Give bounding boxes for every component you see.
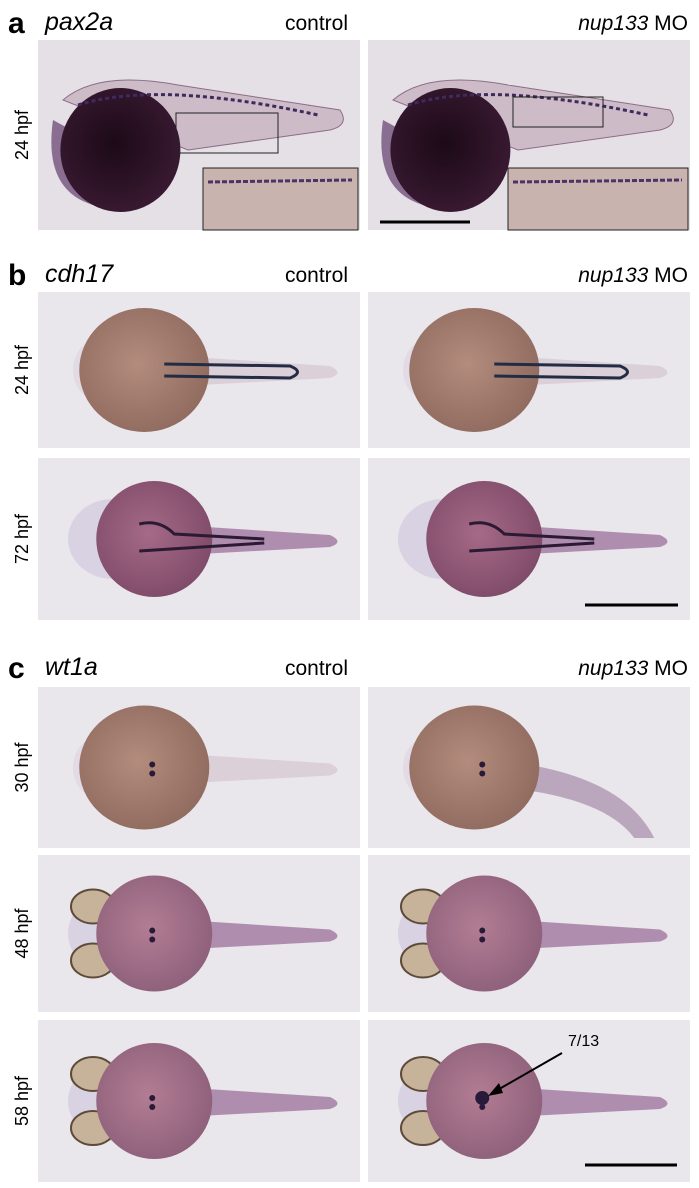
mo-gene: nup133 xyxy=(578,12,648,35)
expression-dot xyxy=(149,936,156,943)
column-header: control xyxy=(285,264,348,287)
gene-name: wt1a xyxy=(45,653,98,681)
panel-letter: a xyxy=(8,7,25,40)
row-label: 72 hpf xyxy=(12,513,32,564)
column-header: nup133 MO xyxy=(578,264,688,287)
arrow-head xyxy=(488,1083,503,1096)
mo-label: MO xyxy=(654,657,688,680)
expression-dot xyxy=(149,1104,156,1110)
expression-dot xyxy=(475,1091,490,1105)
pronephros xyxy=(494,362,629,380)
column-header: control xyxy=(285,657,348,680)
expression-stripe xyxy=(77,93,319,117)
yolk xyxy=(426,481,543,597)
expression-dot xyxy=(149,1095,156,1101)
row-label: 24 hpf xyxy=(12,344,32,395)
yolk xyxy=(426,875,543,992)
yolk xyxy=(79,308,210,432)
yolk xyxy=(409,705,540,830)
expression-dot xyxy=(479,770,486,777)
expression-dot xyxy=(479,927,486,934)
inset xyxy=(507,167,689,231)
mo-label: MO xyxy=(654,264,688,287)
embryo-tail xyxy=(504,762,655,838)
arrow xyxy=(493,1052,563,1093)
panel-letter: c xyxy=(8,652,25,685)
inset-frame xyxy=(512,96,604,128)
expression-dot xyxy=(149,770,156,777)
row-label: 58 hpf xyxy=(12,1075,32,1126)
gene-name: pax2a xyxy=(44,8,113,36)
pronephros xyxy=(164,362,299,380)
yolk xyxy=(409,308,540,432)
expression-stripe xyxy=(407,93,649,117)
yolk xyxy=(96,481,213,597)
yolk xyxy=(96,875,213,992)
pronephros xyxy=(138,521,265,553)
yolk xyxy=(60,88,181,212)
pronephros xyxy=(468,521,595,553)
inset xyxy=(202,167,359,231)
row-label: 48 hpf xyxy=(12,907,32,958)
row-label: 24 hpf xyxy=(12,109,32,160)
inset-stripe xyxy=(207,178,353,184)
inset-frame xyxy=(175,112,279,154)
column-header: nup133 MO xyxy=(578,657,688,680)
expression-dot xyxy=(479,761,486,768)
expression-dot xyxy=(479,936,486,943)
gene-name: cdh17 xyxy=(45,260,114,288)
mo-gene: nup133 xyxy=(578,264,648,287)
mo-label: MO xyxy=(654,12,688,35)
annotation: 7/13 xyxy=(568,1033,599,1050)
inset-stripe xyxy=(512,178,683,184)
yolk xyxy=(79,705,210,830)
column-header: nup133 MO xyxy=(578,12,688,35)
yolk xyxy=(390,88,511,212)
yolk xyxy=(96,1043,213,1159)
mo-gene: nup133 xyxy=(578,657,648,680)
expression-dot xyxy=(149,761,156,768)
row-label: 30 hpf xyxy=(12,741,32,792)
column-header: control xyxy=(285,12,348,35)
expression-dot xyxy=(479,1104,486,1110)
expression-dot xyxy=(149,927,156,934)
panel-letter: b xyxy=(8,259,26,292)
